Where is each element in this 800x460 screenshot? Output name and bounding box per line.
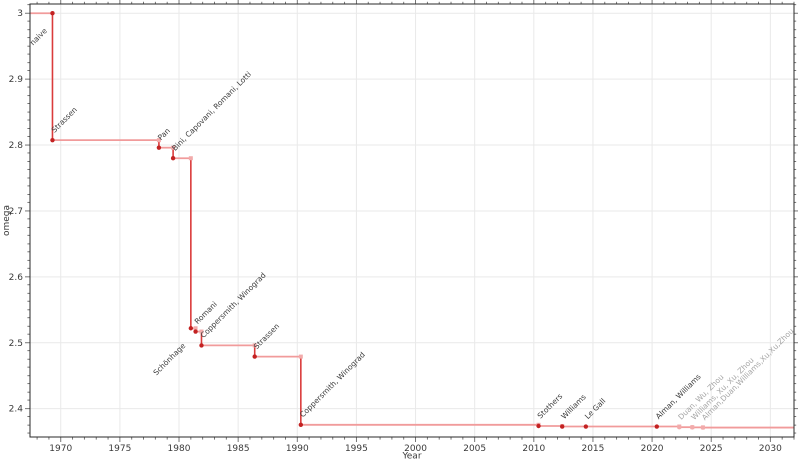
data-point (188, 326, 194, 331)
x-tick-label: 1980 (168, 444, 191, 454)
data-point (700, 425, 706, 430)
step-corner-marker (171, 145, 176, 150)
data-point (252, 354, 257, 359)
data-point (690, 425, 695, 430)
x-tick-label: 1995 (345, 444, 368, 454)
x-tick-label: 2010 (522, 444, 545, 454)
x-tick-label: 2030 (759, 444, 782, 454)
x-axis-title: Year (401, 452, 421, 460)
data-point (170, 156, 176, 161)
data-point (677, 424, 682, 430)
step-corner-marker (199, 329, 204, 334)
axis-frame (29, 3, 795, 438)
x-tick-label: 1975 (108, 444, 131, 454)
point-label: Strassen (50, 105, 80, 135)
step-corner-marker (193, 326, 198, 331)
step-corner-marker (252, 343, 257, 348)
x-tick-label: 2015 (581, 444, 604, 454)
data-point (536, 423, 541, 429)
y-tick-label: 2.4 (9, 405, 24, 415)
data-point (583, 424, 589, 429)
data-point (559, 424, 565, 429)
y-tick-label: 3 (17, 9, 23, 19)
data-point (298, 422, 304, 428)
y-tick-label: 2.6 (9, 273, 24, 283)
y-axis-title: omega (2, 205, 12, 236)
y-tick-label: 2.9 (9, 75, 24, 85)
step-corner-marker (156, 138, 161, 143)
data-point (50, 137, 55, 143)
data-point (193, 329, 198, 334)
x-tick-label: 2025 (700, 444, 723, 454)
x-tick-label: 1990 (286, 444, 309, 454)
step-corner-marker (298, 354, 303, 359)
step-corner-marker (188, 156, 193, 161)
grid-layer (30, 4, 794, 437)
y-tick-label: 2.7 (9, 207, 23, 217)
point-label: Bini, Capovani, Romani, Lotti (170, 70, 253, 153)
y-tick-label: 2.8 (9, 141, 24, 151)
point-label: Alman,Duan,Williams,Xu,Xu,Zhou (700, 326, 796, 422)
point-label: Strassen (252, 321, 282, 351)
y-tick-label: 2.5 (9, 339, 23, 349)
x-tick-label: 2020 (641, 444, 664, 454)
x-tick-label: 1985 (227, 444, 250, 454)
x-tick-label: 2005 (463, 444, 486, 454)
point-label: Schönhage (151, 341, 187, 377)
data-layer (30, 11, 794, 430)
x-tick-label: 2000 (404, 444, 427, 454)
point-label: naive (28, 26, 49, 47)
x-tick-label: 1970 (49, 444, 72, 454)
point-label: Williams, Xu, Xu, Zhou (689, 355, 755, 421)
tick-layer: 1970 1975 1980 1985 1990 1995 2000 2005 2010 2015… (9, 0, 798, 454)
data-point (654, 424, 660, 429)
data-point (199, 343, 204, 348)
data-point (50, 11, 55, 16)
data-point (156, 145, 162, 150)
